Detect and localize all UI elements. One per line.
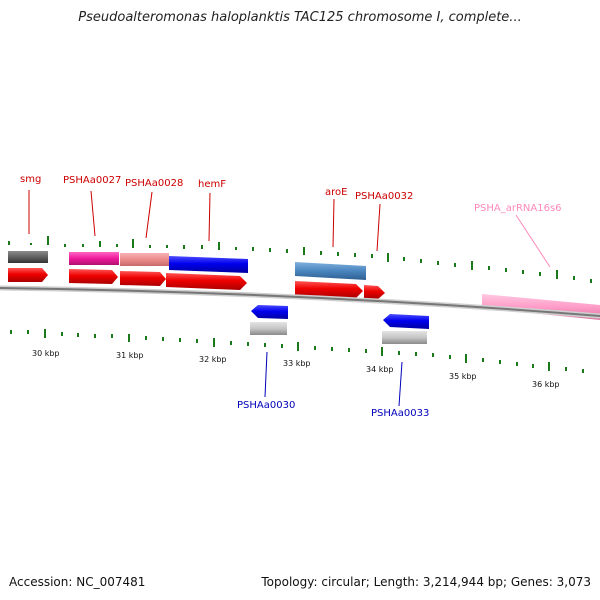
gene-smg[interactable] [8, 251, 48, 263]
cds-arrow-pshaa0028[interactable] [120, 271, 166, 286]
forward-gene-row-upper [8, 251, 366, 280]
scale-label-30: 30 kbp [32, 349, 60, 358]
reverse-gene-row [250, 305, 429, 344]
forward-cds-row [8, 268, 385, 299]
cds-arrow-smg[interactable] [8, 268, 48, 282]
label-hemf[interactable]: hemF [198, 179, 226, 190]
topology-text: Topology: circular; Length: 3,214,944 bp… [261, 575, 591, 589]
gene-pshaa0033[interactable] [382, 331, 427, 344]
label-pshaa0032[interactable]: PSHAa0032 [355, 191, 413, 202]
scale-label-31: 31 kbp [116, 351, 144, 360]
accession-text: Accession: NC_007481 [9, 575, 146, 589]
gene-pshaa0027[interactable] [69, 252, 119, 265]
cds-arrow-pshaa0032[interactable] [364, 285, 385, 299]
scale-label-32: 32 kbp [199, 355, 227, 364]
label-aroe[interactable]: aroE [325, 187, 347, 198]
cds-arrow-pshaa0030[interactable] [251, 305, 288, 319]
cds-arrow-hemf[interactable] [166, 273, 247, 290]
cds-arrow-pshaa0033[interactable] [383, 314, 429, 329]
gene-pshaa0028[interactable] [120, 253, 169, 266]
label-smg[interactable]: smg [20, 174, 41, 185]
gene-pshaa0030[interactable] [250, 322, 287, 335]
scale-labels: 30 kbp 31 kbp 32 kbp 33 kbp 34 kbp 35 kb… [32, 349, 560, 389]
label-leader-lines [28, 190, 551, 407]
gene-aroe[interactable] [295, 262, 366, 280]
gene-labels: smg PSHAa0027 PSHAa0028 hemF aroE PSHAa0… [20, 174, 562, 419]
map-title: Pseudoalteromonas haloplanktis TAC125 ch… [78, 10, 522, 25]
label-pshaa0028[interactable]: PSHAa0028 [125, 178, 183, 189]
scale-label-33: 33 kbp [283, 359, 311, 368]
cds-arrow-aroe[interactable] [295, 281, 363, 298]
inner-tick-track [10, 329, 584, 373]
scale-label-35: 35 kbp [449, 372, 477, 381]
scale-label-36: 36 kbp [532, 380, 560, 389]
cds-arrow-pshaa0027[interactable] [69, 269, 118, 284]
gene-hemf[interactable] [169, 256, 248, 273]
label-pshaa0033[interactable]: PSHAa0033 [371, 408, 429, 419]
label-pshaa0030[interactable]: PSHAa0030 [237, 400, 295, 411]
label-pshaa0027[interactable]: PSHAa0027 [63, 175, 121, 186]
scale-label-34: 34 kbp [366, 365, 394, 374]
label-psha-arrna16s6[interactable]: PSHA_arRNA16s6 [474, 203, 562, 214]
outer-tick-track [8, 236, 592, 283]
